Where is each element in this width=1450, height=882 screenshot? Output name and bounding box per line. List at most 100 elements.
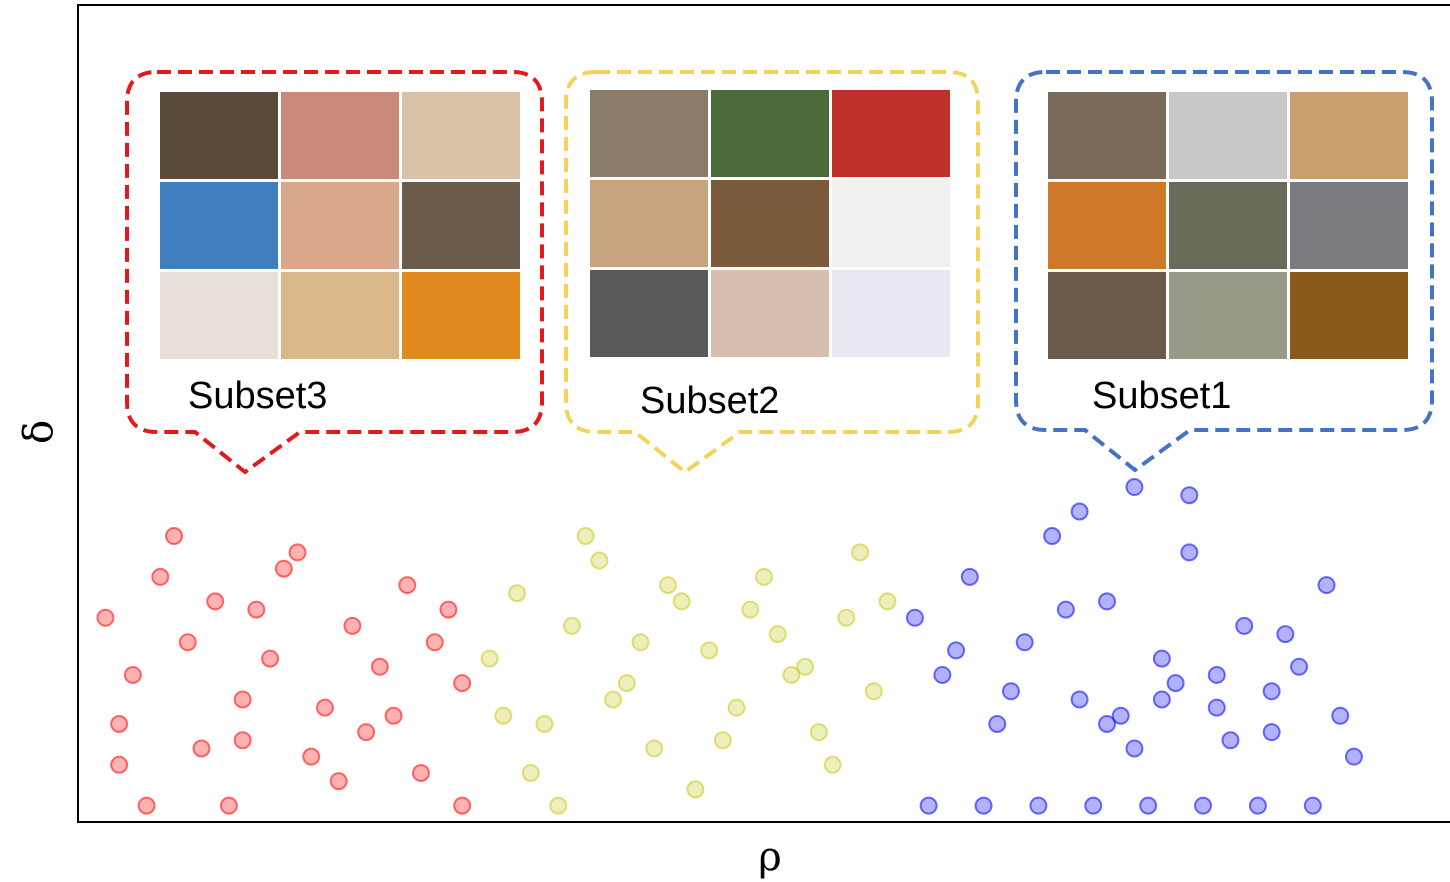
scatter-point: [454, 675, 470, 691]
scatter-point: [646, 740, 662, 756]
scatter-point: [550, 798, 566, 814]
scatter-point: [235, 732, 251, 748]
scatter-point: [701, 642, 717, 658]
scatter-point: [1181, 544, 1197, 560]
scatter-point: [1072, 504, 1088, 520]
scatter-point: [1003, 683, 1019, 699]
thumbnail: [1048, 182, 1166, 269]
scatter-point: [372, 659, 388, 675]
thumbnail: [1048, 272, 1166, 359]
scatter-point: [262, 651, 278, 667]
scatter-point: [1209, 667, 1225, 683]
scatter-point: [495, 708, 511, 724]
thumbnail: [1290, 272, 1408, 359]
scatter-point: [934, 667, 950, 683]
scatter-point: [303, 749, 319, 765]
thumbnail: [832, 180, 950, 267]
thumbnail: [1169, 92, 1287, 179]
scatter-point: [976, 798, 992, 814]
scatter-point: [180, 634, 196, 650]
thumbnail: [1169, 272, 1287, 359]
scatter-point: [989, 716, 1005, 732]
scatter-point: [1126, 479, 1142, 495]
scatter-point: [1140, 798, 1156, 814]
scatter-point: [866, 683, 882, 699]
scatter-point: [660, 577, 676, 593]
scatter-point: [399, 577, 415, 593]
scatter-point: [605, 691, 621, 707]
scatter-point: [193, 740, 209, 756]
thumbnail: [281, 92, 399, 179]
thumbnail: [402, 182, 520, 269]
scatter-point: [1264, 724, 1280, 740]
scatter-point: [729, 700, 745, 716]
scatter-point: [97, 610, 113, 626]
scatter-point: [111, 716, 127, 732]
scatter-point: [838, 610, 854, 626]
scatter-point: [633, 634, 649, 650]
scatter-point: [921, 798, 937, 814]
scatter-point: [564, 618, 580, 634]
thumbnail: [1290, 182, 1408, 269]
scatter-point: [1154, 691, 1170, 707]
scatter-point: [440, 602, 456, 618]
scatter-point: [852, 544, 868, 560]
thumbnail: [402, 272, 520, 359]
thumbnails: [160, 90, 1408, 359]
scatter-point: [948, 642, 964, 658]
chart: Subset3 Subset2 Subset1 ρ δ: [0, 0, 1450, 882]
scatter-point: [811, 724, 827, 740]
scatter-point: [1099, 593, 1115, 609]
scatter-point: [1195, 798, 1211, 814]
scatter-point: [1168, 675, 1184, 691]
scatter-point: [1126, 740, 1142, 756]
scatter-point: [235, 691, 251, 707]
thumbnail: [1169, 182, 1287, 269]
thumbnail: [402, 92, 520, 179]
thumbnail: [1290, 92, 1408, 179]
scatter-point: [1319, 577, 1335, 593]
scatter-point: [1017, 634, 1033, 650]
thumbnail: [160, 92, 278, 179]
scatter-point: [290, 544, 306, 560]
scatter-point: [619, 675, 635, 691]
scatter-point: [1181, 487, 1197, 503]
scatter-point: [674, 593, 690, 609]
scatter-point: [125, 667, 141, 683]
scatter-point: [591, 553, 607, 569]
thumbnail: [832, 270, 950, 357]
scatter-point: [1236, 618, 1252, 634]
scatter-point: [742, 602, 758, 618]
scatter-point: [1222, 732, 1238, 748]
scatter-point: [879, 593, 895, 609]
scatter-point: [482, 651, 498, 667]
points: [97, 479, 1362, 814]
scatter-point: [1058, 602, 1074, 618]
scatter-point: [1044, 528, 1060, 544]
scatter-point: [797, 659, 813, 675]
scatter-point: [454, 798, 470, 814]
scatter-point: [358, 724, 374, 740]
scatter-point: [413, 765, 429, 781]
scatter-point: [907, 610, 923, 626]
scatter-point: [1291, 659, 1307, 675]
scatter-point: [331, 773, 347, 789]
scatter-point: [715, 732, 731, 748]
scatter-point: [536, 716, 552, 732]
scatter-point: [317, 700, 333, 716]
thumbnail: [160, 182, 278, 269]
scatter-point: [1030, 798, 1046, 814]
scatter-point: [111, 757, 127, 773]
thumbnail: [160, 272, 278, 359]
callout-label: Subset3: [188, 375, 327, 417]
scatter-point: [427, 634, 443, 650]
scatter-point: [756, 569, 772, 585]
scatter-point: [1085, 798, 1101, 814]
scatter-point: [770, 626, 786, 642]
thumbnail: [590, 90, 708, 177]
thumbnail: [590, 180, 708, 267]
thumbnail: [281, 182, 399, 269]
scatter-point: [1209, 700, 1225, 716]
scatter-point: [1346, 749, 1362, 765]
thumbnail: [832, 90, 950, 177]
